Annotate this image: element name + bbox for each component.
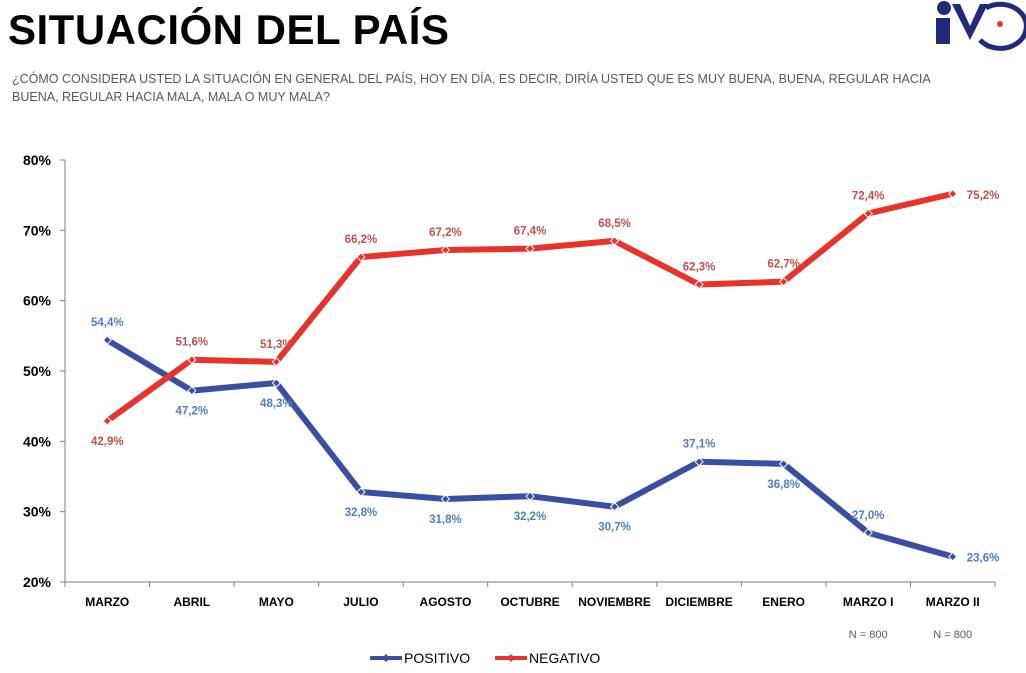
data-point-negativo — [609, 236, 620, 246]
legend-label-positivo: POSITIVO — [404, 650, 470, 666]
data-point-positivo — [102, 335, 112, 345]
y-tick-label: 60% — [23, 293, 52, 309]
data-label-negativo: 68,5% — [598, 218, 631, 230]
data-point-negativo — [863, 208, 873, 219]
data-point-negativo — [778, 276, 789, 287]
legend-marker-negativo — [507, 654, 515, 662]
x-tick-label: ABRIL — [173, 595, 210, 609]
data-label-positivo: 23,6% — [967, 553, 1000, 565]
x-tick-label: MARZO II — [926, 595, 980, 609]
y-tick-label: 30% — [23, 504, 52, 520]
y-tick-label: 50% — [23, 363, 52, 379]
x-tick-label: NOVIEMBRE — [578, 595, 651, 609]
x-tick-label: JULIO — [343, 595, 378, 609]
data-label-positivo: 36,8% — [767, 479, 800, 491]
data-label-negativo: 75,2% — [967, 190, 1000, 202]
data-label-positivo: 30,7% — [598, 522, 631, 534]
data-point-negativo — [694, 279, 704, 290]
y-tick-label: 40% — [23, 433, 52, 449]
data-label-positivo: 54,4% — [91, 317, 124, 329]
data-point-positivo — [440, 494, 451, 504]
y-tick-label: 70% — [23, 222, 52, 238]
data-point-negativo — [356, 252, 366, 262]
x-tick-label: DICIEMBRE — [665, 595, 732, 609]
data-point-positivo — [948, 551, 958, 562]
x-tick-label: AGOSTO — [420, 595, 472, 609]
data-label-negativo: 67,2% — [429, 227, 462, 239]
data-label-positivo: 31,8% — [429, 514, 462, 526]
x-tick-label: MARZO — [85, 595, 129, 609]
data-label-positivo: 47,2% — [176, 406, 209, 418]
data-label-negativo: 51,3% — [260, 339, 293, 351]
data-label-positivo: 27,0% — [852, 510, 885, 522]
survey-question: ¿CÓMO CONSIDERA USTED LA SITUACIÓN EN GE… — [12, 72, 931, 104]
data-label-negativo: 62,3% — [683, 261, 716, 273]
data-point-positivo — [863, 528, 873, 538]
x-tick-label: MARZO I — [843, 595, 894, 609]
data-label-negativo: 66,2% — [345, 234, 378, 246]
data-label-negativo: 72,4% — [852, 190, 885, 202]
sample-size-note: N = 800 — [933, 629, 972, 641]
data-point-negativo — [271, 357, 282, 367]
svg-text:I V: I V — [986, 44, 995, 51]
y-tick-label: 80% — [23, 152, 52, 168]
x-tick-label: OCTUBRE — [500, 595, 559, 609]
data-point-positivo — [356, 487, 366, 497]
data-point-negativo — [102, 416, 112, 426]
data-label-negativo: 67,4% — [514, 226, 547, 238]
data-label-positivo: 48,3% — [260, 398, 293, 410]
data-label-negativo: 42,9% — [91, 436, 124, 448]
sample-size-note: N = 800 — [849, 629, 888, 641]
legend-label-negativo: NEGATIVO — [529, 650, 600, 666]
data-label-negativo: 62,7% — [767, 259, 800, 271]
data-point-positivo — [271, 378, 282, 388]
data-point-negativo — [187, 355, 197, 365]
legend-marker-positivo — [382, 654, 390, 662]
series-line-positivo — [104, 337, 956, 560]
data-point-negativo — [948, 189, 958, 199]
x-tick-label: ENERO — [762, 595, 805, 609]
data-label-negativo: 51,6% — [176, 337, 209, 349]
data-label-positivo: 32,2% — [514, 511, 547, 523]
data-point-positivo — [525, 491, 535, 501]
x-tick-label: MAYO — [259, 595, 294, 609]
data-point-positivo — [778, 459, 789, 469]
data-point-negativo — [440, 245, 451, 255]
data-point-negativo — [525, 243, 535, 254]
data-label-positivo: 32,8% — [345, 507, 378, 519]
data-point-positivo — [694, 457, 704, 467]
data-label-positivo: 37,1% — [683, 439, 716, 451]
data-point-positivo — [187, 385, 197, 396]
data-point-positivo — [609, 502, 620, 512]
page-title: SITUACIÓN DEL PAÍS — [8, 6, 450, 53]
y-tick-label: 20% — [23, 574, 52, 590]
